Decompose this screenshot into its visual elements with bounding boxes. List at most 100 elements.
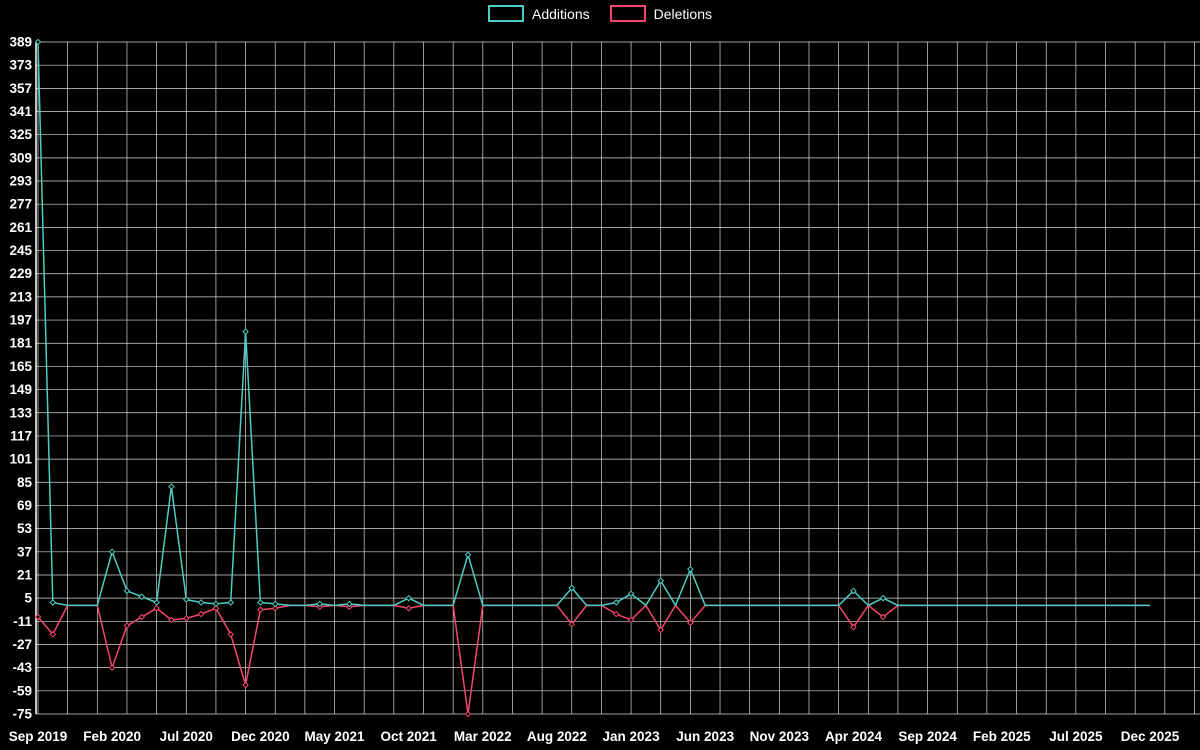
point-marker xyxy=(687,619,694,627)
point-marker xyxy=(612,610,620,618)
y-tick-label: 325 xyxy=(9,127,32,142)
additions-swatch-icon xyxy=(488,5,525,22)
point-marker xyxy=(271,600,279,608)
y-tick-label: 373 xyxy=(9,58,32,73)
point-marker xyxy=(153,599,160,606)
point-marker xyxy=(346,600,353,608)
y-tick-label: -43 xyxy=(12,660,32,675)
legend-label-deletions: Deletions xyxy=(653,5,712,22)
x-tick-label: Jan 2023 xyxy=(603,729,661,744)
y-tick-label: 85 xyxy=(17,475,33,490)
point-marker xyxy=(197,599,205,606)
legend-item-deletions[interactable]: Deletions xyxy=(609,5,712,22)
point-marker xyxy=(34,38,42,46)
x-tick-label: Sep 2019 xyxy=(9,729,68,744)
point-marker xyxy=(271,604,279,612)
x-tick-label: May 2021 xyxy=(305,729,366,744)
point-marker xyxy=(627,616,635,624)
x-tick-label: Feb 2020 xyxy=(83,729,141,744)
point-marker xyxy=(850,587,857,595)
point-marker xyxy=(879,613,887,621)
point-marker xyxy=(123,587,131,595)
y-tick-label: 389 xyxy=(9,35,32,50)
point-marker xyxy=(212,604,220,612)
legend-label-additions: Additions xyxy=(532,5,590,22)
y-tick-label: 117 xyxy=(10,428,32,443)
x-tick-label: Apr 2024 xyxy=(825,729,883,744)
y-tick-label: 229 xyxy=(9,266,32,281)
y-tick-label: -27 xyxy=(12,637,32,652)
y-tick-label: -75 xyxy=(12,707,32,722)
point-marker xyxy=(850,623,857,631)
point-marker xyxy=(182,596,190,603)
y-tick-label: -59 xyxy=(12,683,32,698)
point-marker xyxy=(197,610,205,618)
y-tick-label: 213 xyxy=(9,289,32,304)
point-marker xyxy=(568,584,576,592)
point-marker xyxy=(405,594,412,602)
x-tick-label: Sep 2024 xyxy=(898,729,957,744)
y-axis-tick-labels: 389 373 357 341 325 309 293 277 261 245 229 213 197 1… xyxy=(9,35,32,722)
point-marker xyxy=(257,606,264,614)
point-marker xyxy=(879,594,887,602)
point-marker xyxy=(242,681,249,689)
y-tick-label: 293 xyxy=(9,174,32,189)
point-marker xyxy=(257,599,264,606)
y-tick-label: 149 xyxy=(9,382,32,397)
y-tick-label: 181 xyxy=(9,336,32,351)
x-tick-label: Jul 2025 xyxy=(1049,729,1103,744)
point-marker xyxy=(464,710,472,718)
point-marker xyxy=(405,604,412,612)
y-tick-label: 133 xyxy=(9,405,32,420)
y-tick-label: 261 xyxy=(9,220,32,235)
point-marker xyxy=(49,599,57,606)
point-marker xyxy=(108,664,116,671)
point-marker xyxy=(49,631,57,638)
y-tick-label: 165 xyxy=(9,359,32,374)
point-marker xyxy=(316,600,324,608)
x-tick-label: Dec 2020 xyxy=(231,729,290,744)
point-marker xyxy=(242,328,249,335)
x-tick-label: Jul 2020 xyxy=(160,729,213,744)
x-tick-label: Nov 2023 xyxy=(750,729,810,744)
x-tick-label: Aug 2022 xyxy=(527,729,587,744)
y-tick-label: 21 xyxy=(17,567,33,582)
point-marker xyxy=(168,616,175,624)
point-marker xyxy=(138,613,146,621)
series-markers-additions xyxy=(34,38,887,608)
y-tick-label: 53 xyxy=(17,521,33,536)
point-marker xyxy=(34,613,42,621)
point-marker xyxy=(612,599,620,606)
point-marker xyxy=(657,626,665,634)
point-marker xyxy=(123,622,131,629)
legend-item-additions[interactable]: Additions xyxy=(488,5,590,22)
y-tick-label: 357 xyxy=(9,81,32,96)
y-tick-label: 341 xyxy=(9,104,32,119)
point-marker xyxy=(568,620,576,628)
x-tick-label: Dec 2025 xyxy=(1121,729,1180,744)
y-tick-label: 197 xyxy=(9,313,32,328)
y-tick-label: 69 xyxy=(17,498,32,513)
point-marker xyxy=(138,593,146,600)
y-tick-label: 309 xyxy=(9,150,32,165)
y-tick-label: 245 xyxy=(9,243,32,258)
point-marker xyxy=(212,600,220,608)
chart-legend: Additions Deletions xyxy=(0,5,1200,22)
point-marker xyxy=(464,551,472,558)
x-axis-tick-labels: Sep 2019 Feb 2020 Jul 2020 Dec 2020 May 2021… xyxy=(9,729,1180,744)
series-markers-deletions xyxy=(34,603,887,718)
point-marker xyxy=(153,604,160,612)
point-marker xyxy=(182,615,190,622)
x-tick-label: Oct 2021 xyxy=(381,729,438,744)
point-marker xyxy=(687,565,694,573)
y-tick-label: 277 xyxy=(9,197,32,212)
point-marker xyxy=(227,599,235,606)
point-marker xyxy=(227,631,235,638)
y-tick-label: 37 xyxy=(17,544,32,559)
deletions-swatch-icon xyxy=(609,5,646,22)
x-tick-label: Jun 2023 xyxy=(676,729,734,744)
point-marker xyxy=(108,548,116,556)
x-tick-label: Mar 2022 xyxy=(454,729,512,744)
